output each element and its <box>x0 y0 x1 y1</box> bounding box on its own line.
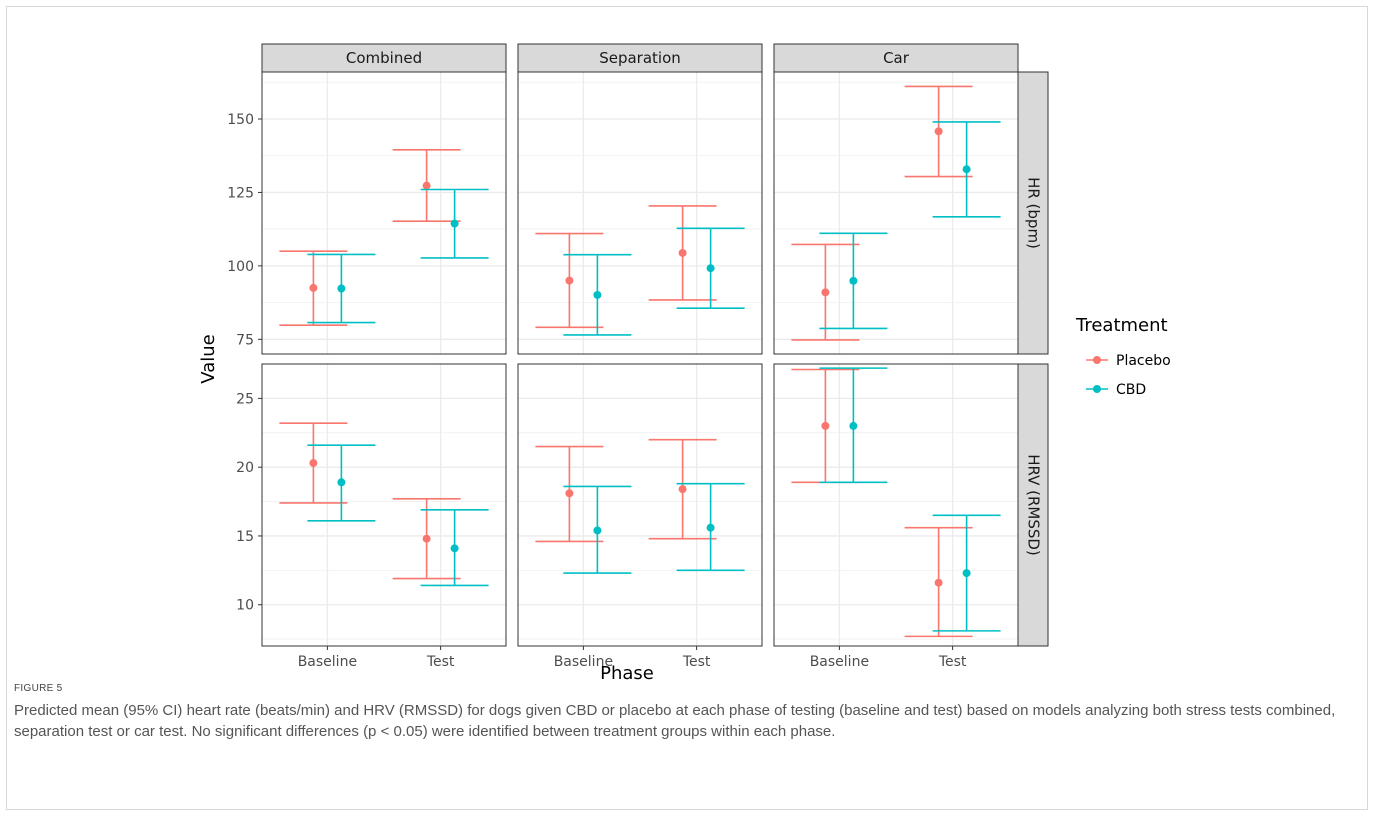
y-axis-title: Value <box>198 334 219 383</box>
point-cbd <box>450 544 459 553</box>
panel-hrv-rmssd-separation <box>518 364 762 646</box>
point-cbd <box>337 284 346 293</box>
point-placebo <box>678 248 687 257</box>
point-placebo <box>565 489 574 498</box>
point-placebo <box>422 181 431 190</box>
point-placebo <box>821 288 830 297</box>
point-placebo <box>821 421 830 430</box>
panel-hrv-rmssd-combined <box>262 364 506 646</box>
panel-hr-bpm-combined <box>262 72 506 354</box>
y-tick-label: 100 <box>227 259 254 275</box>
panel-hr-bpm-separation <box>518 72 762 354</box>
y-tick-label: 150 <box>227 112 254 128</box>
strip-car <box>773 43 1019 73</box>
point-cbd <box>593 526 602 535</box>
x-tick-label: Test <box>938 654 967 670</box>
y-tick-label: 15 <box>236 529 254 545</box>
panel-hrv-rmssd-car <box>774 364 1018 646</box>
y-tick-label: 10 <box>236 598 254 614</box>
panel-border <box>261 363 507 647</box>
figure-label: FIGURE 5 <box>14 683 63 694</box>
point-placebo <box>678 485 687 494</box>
y-tick-label: 125 <box>227 185 254 201</box>
strip-label-car: Car <box>883 49 910 67</box>
y-tick-label: 25 <box>236 391 254 407</box>
point-cbd <box>706 264 715 273</box>
faceted-chart: Combined Separation Car HR (bpm) HRV (RMSSD)… <box>198 43 1171 680</box>
legend-label-placebo: Placebo <box>1116 353 1171 369</box>
strip-label-hr-bpm: HR (bpm) <box>1025 177 1043 249</box>
legend-label-cbd: CBD <box>1116 382 1146 398</box>
legend-title: Treatment <box>1075 315 1168 336</box>
panel-border <box>517 363 763 647</box>
figure-caption: Predicted mean (95% CI) heart rate (beat… <box>14 702 1336 740</box>
panel-border <box>773 71 1019 355</box>
x-axis-title: Phase <box>600 663 654 680</box>
x-tick-label: Baseline <box>810 654 869 670</box>
legend-key-point-cbd <box>1093 385 1101 393</box>
strip-label-hrv-rmssd: HRV (RMSSD) <box>1025 454 1043 556</box>
figure-caption-block: FIGURE 5 Predicted mean (95% CI) heart r… <box>14 683 1354 742</box>
x-tick-label: Baseline <box>554 654 613 670</box>
point-cbd <box>849 421 858 430</box>
panel-hr-bpm-car <box>774 72 1018 354</box>
legend-key-point-placebo <box>1093 356 1101 364</box>
y-tick-label: 20 <box>236 460 254 476</box>
strip-label-separation: Separation <box>599 49 681 67</box>
point-placebo <box>422 534 431 543</box>
panel-border <box>517 71 763 355</box>
point-cbd <box>593 290 602 299</box>
panel-border <box>773 363 1019 647</box>
point-cbd <box>337 478 346 487</box>
point-placebo <box>934 578 943 587</box>
point-cbd <box>849 276 858 285</box>
x-tick-label: Test <box>682 654 711 670</box>
point-cbd <box>706 523 715 532</box>
point-cbd <box>962 569 971 578</box>
y-tick-label: 75 <box>236 332 254 348</box>
point-placebo <box>934 127 943 136</box>
x-tick-label: Test <box>426 654 455 670</box>
x-tick-label: Baseline <box>298 654 357 670</box>
panel-border <box>261 71 507 355</box>
point-placebo <box>565 276 574 285</box>
point-cbd <box>450 219 459 228</box>
point-placebo <box>309 459 318 468</box>
strip-label-combined: Combined <box>346 49 422 67</box>
point-placebo <box>309 283 318 292</box>
figure-frame <box>6 6 1368 810</box>
point-cbd <box>962 165 971 174</box>
strip-separation <box>517 43 763 73</box>
